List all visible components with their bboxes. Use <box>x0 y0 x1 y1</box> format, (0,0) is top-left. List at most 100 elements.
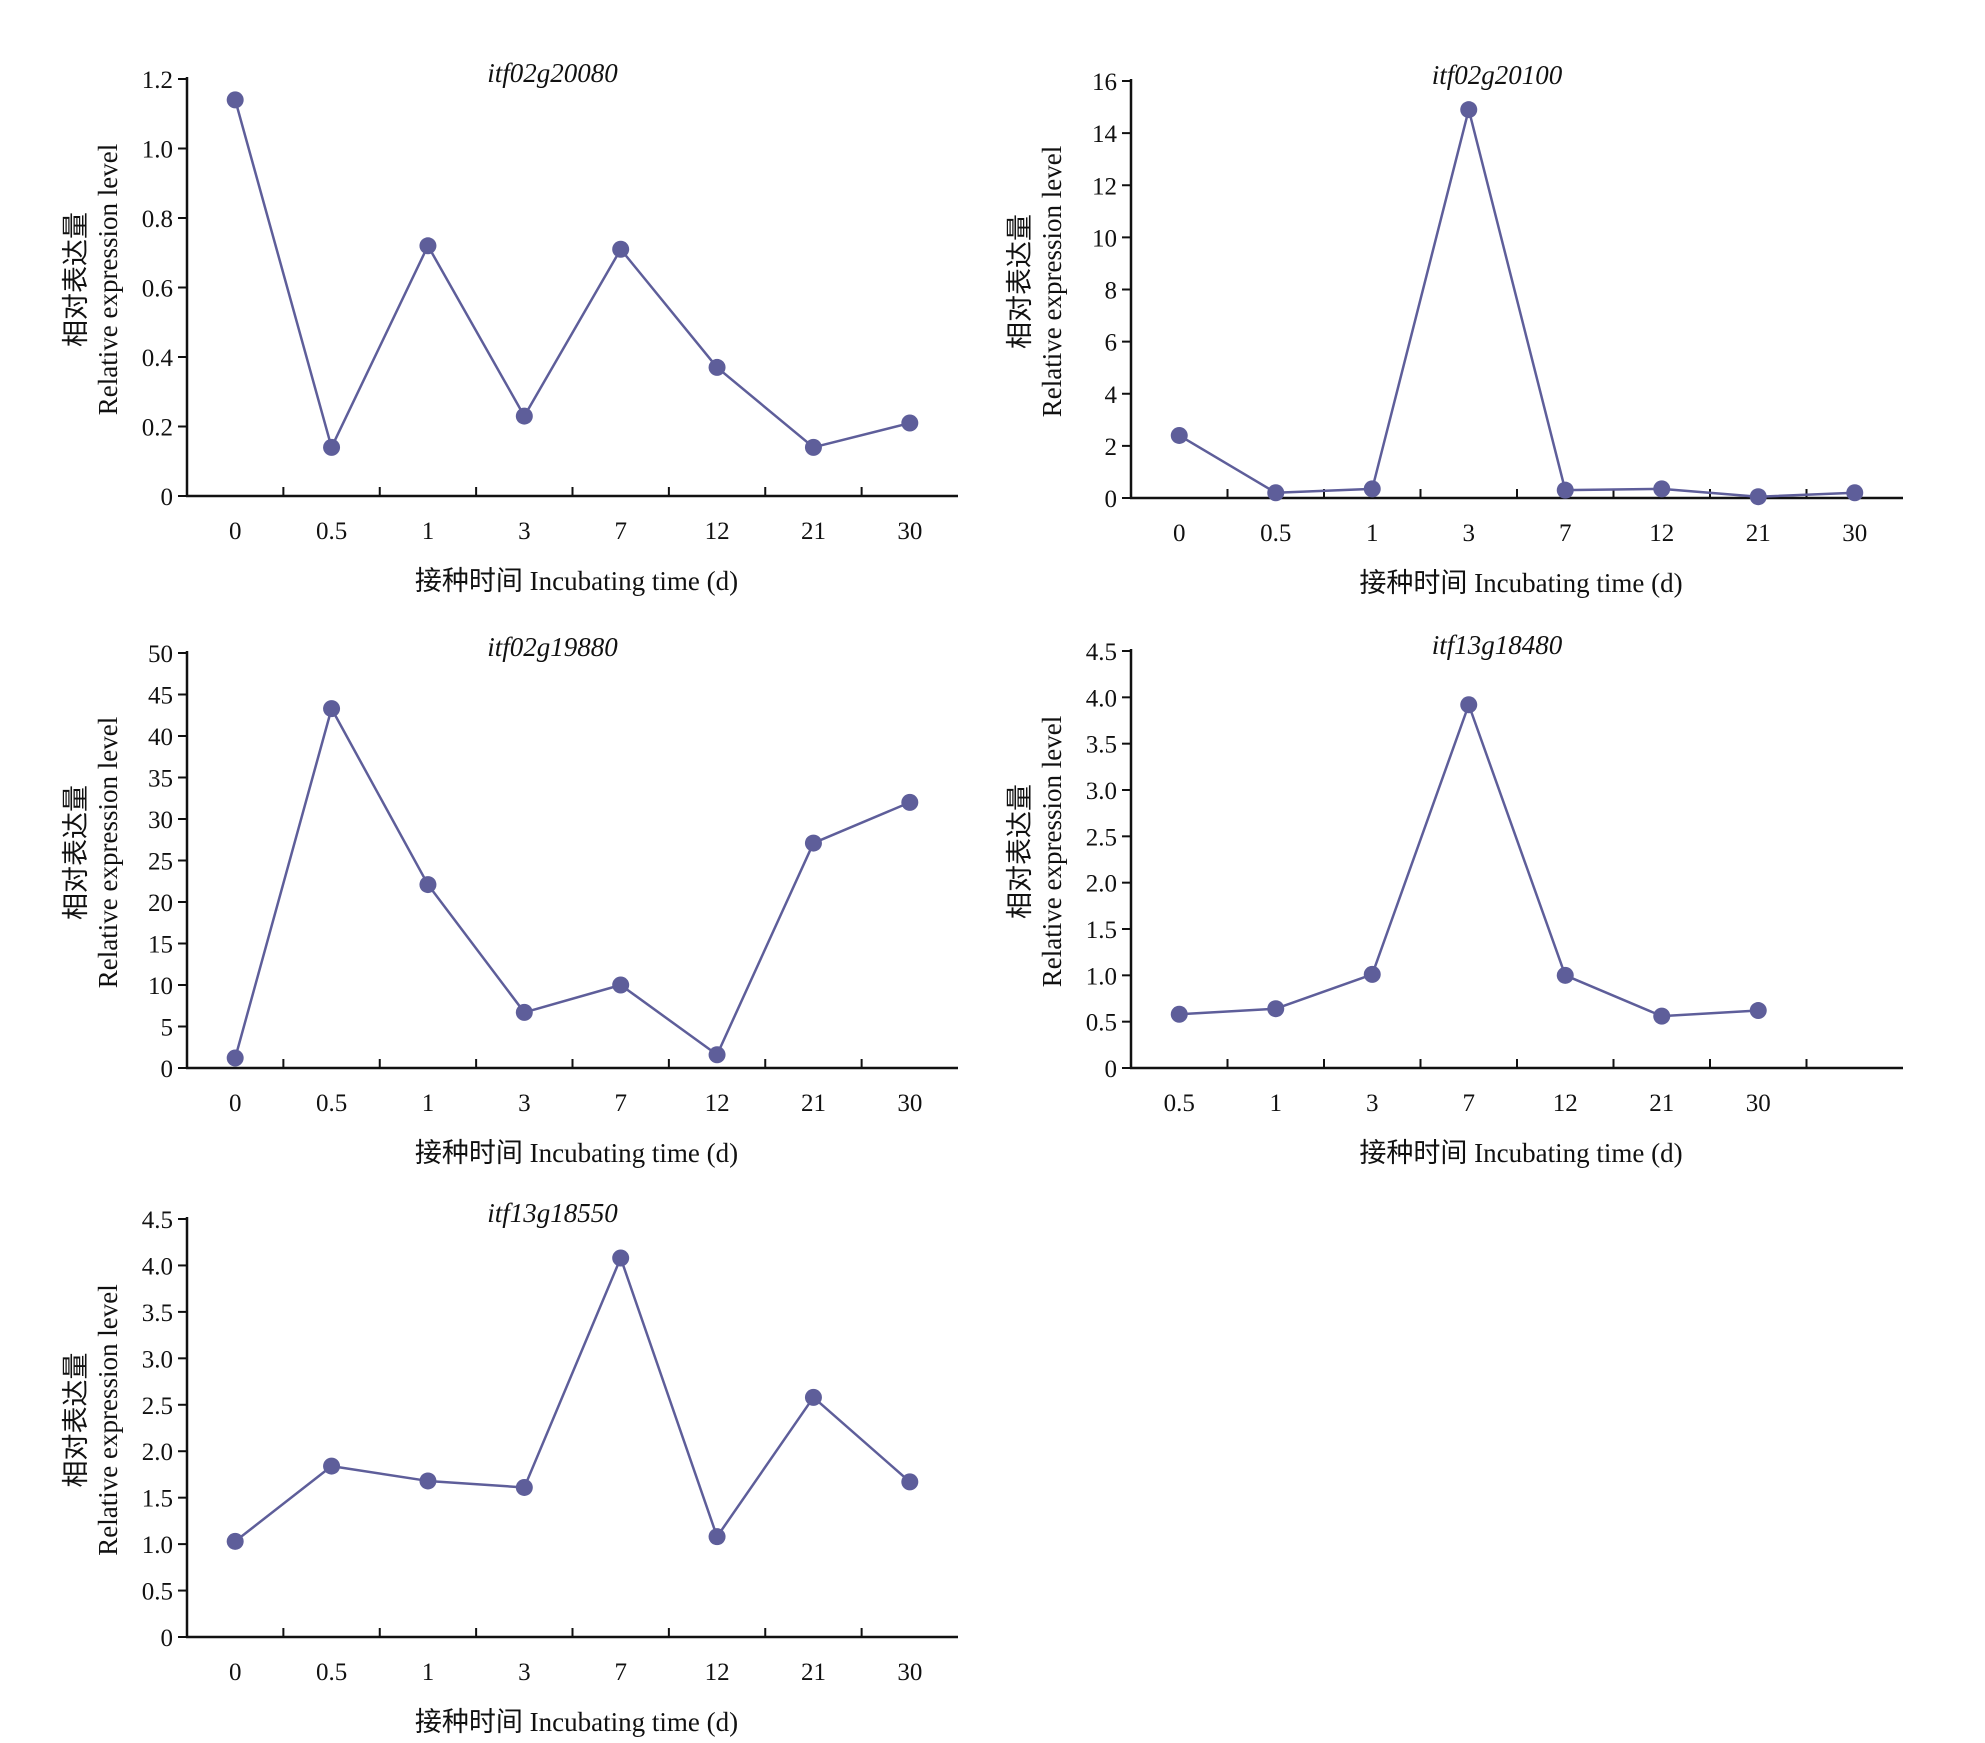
x-tick-label: 3 <box>1463 520 1476 547</box>
y-tick-label: 0.2 <box>142 415 173 442</box>
x-tick-label: 30 <box>897 518 922 545</box>
data-point <box>1653 480 1671 498</box>
x-tick-label: 0 <box>229 518 242 545</box>
x-axis-title: 接种时间 Incubating time (d) <box>415 1707 738 1737</box>
x-tick-label: 21 <box>801 518 826 545</box>
y-tick-label: 6 <box>1105 330 1118 357</box>
y-axis-title-zh: 相对表达量 <box>61 212 91 347</box>
chart-title: itf02g19880 <box>487 632 618 662</box>
x-tick-label: 21 <box>1649 1090 1674 1117</box>
y-tick-label: 0 <box>1105 1056 1118 1083</box>
y-axis-title-zh: 相对表达量 <box>1005 214 1035 349</box>
data-point <box>1267 1000 1285 1018</box>
y-tick-label: 1.5 <box>142 1486 173 1513</box>
x-tick-label: 30 <box>897 1659 922 1686</box>
y-tick-label: 2.0 <box>142 1439 173 1466</box>
chart-title: itf13g18480 <box>1432 630 1563 660</box>
data-point <box>1653 1007 1671 1025</box>
x-tick-label: 0.5 <box>1164 1090 1195 1117</box>
data-point <box>901 793 919 811</box>
y-tick-label: 20 <box>148 890 173 917</box>
x-tick-label: 1 <box>422 518 435 545</box>
x-axis-title: 接种时间 Incubating time (d) <box>415 566 738 596</box>
x-axis-title: 接种时间 Incubating time (d) <box>1359 1138 1682 1168</box>
y-axis-title-en: Relative expression level <box>93 1284 123 1555</box>
data-point <box>1749 488 1767 506</box>
chart-panel-3: 0 5 10 15 20 25 30 35 40 45 50 0 0.5 1 3 7 12 21 30 接种时间 In… <box>61 632 958 1168</box>
chart-panel-4: 0 0.5 1.0 1.5 2.0 2.5 3.0 3.5 4.0 4.5 0.5 1 3 7 12 21 30… <box>1005 630 1903 1168</box>
data-point <box>515 1003 533 1021</box>
y-axis-title-zh: 相对表达量 <box>61 1353 91 1488</box>
y-tick-label: 0.8 <box>142 206 173 233</box>
y-tick-label: 2.0 <box>1086 871 1117 898</box>
data-point <box>226 1049 244 1067</box>
data-point <box>226 1532 244 1550</box>
chart-title: itf02g20080 <box>487 58 618 88</box>
data-point <box>708 1528 726 1546</box>
y-axis-title-en: Relative expression level <box>93 144 123 415</box>
y-tick-label: 4.0 <box>142 1253 173 1280</box>
y-tick-label: 1.2 <box>142 67 173 94</box>
x-tick-label: 0 <box>229 1090 242 1117</box>
y-tick-label: 14 <box>1092 121 1118 148</box>
data-point <box>515 1478 533 1496</box>
x-tick-label: 0 <box>1173 520 1186 547</box>
y-tick-label: 2.5 <box>1086 824 1117 851</box>
y-tick-label: 15 <box>148 932 173 959</box>
y-axis-title-zh: 相对表达量 <box>61 785 91 920</box>
x-tick-label: 12 <box>705 1090 730 1117</box>
y-tick-label: 1.5 <box>1086 917 1117 944</box>
data-point <box>1170 426 1188 444</box>
x-tick-label: 1 <box>1270 1090 1283 1117</box>
x-tick-label: 0.5 <box>316 518 347 545</box>
x-axis-title: 接种时间 Incubating time (d) <box>415 1138 738 1168</box>
data-point <box>708 358 726 376</box>
y-tick-label: 45 <box>148 683 173 710</box>
y-tick-label: 0.5 <box>1086 1010 1117 1037</box>
y-tick-label: 30 <box>148 807 173 834</box>
x-tick-label: 1 <box>422 1659 435 1686</box>
data-point <box>1556 481 1574 499</box>
x-tick-label: 21 <box>1746 520 1771 547</box>
y-tick-label: 0.5 <box>142 1579 173 1606</box>
data-point <box>804 438 822 456</box>
x-tick-label: 7 <box>614 518 627 545</box>
y-tick-label: 35 <box>148 766 173 793</box>
x-tick-label: 21 <box>801 1090 826 1117</box>
data-point <box>515 407 533 425</box>
series-line <box>233 99 911 449</box>
data-point <box>612 1249 630 1267</box>
data-point <box>901 414 919 432</box>
y-tick-label: 8 <box>1105 278 1118 305</box>
series-line <box>234 1256 911 1543</box>
x-tick-label: 12 <box>705 1659 730 1686</box>
data-point <box>1556 966 1574 984</box>
y-tick-label: 2.5 <box>142 1393 173 1420</box>
series-line <box>233 707 911 1059</box>
data-point <box>1170 1005 1188 1023</box>
chart-title: itf13g18550 <box>487 1198 618 1228</box>
x-tick-label: 3 <box>518 1659 531 1686</box>
x-tick-label: 12 <box>1649 520 1674 547</box>
data-point <box>1460 696 1478 714</box>
data-point <box>804 1388 822 1406</box>
data-point <box>323 438 341 456</box>
y-tick-label: 0 <box>1105 486 1118 513</box>
data-point <box>1846 484 1864 502</box>
x-tick-label: 1 <box>1366 520 1379 547</box>
data-point <box>419 1472 437 1490</box>
x-tick-label: 7 <box>614 1659 627 1686</box>
y-tick-label: 40 <box>148 724 173 751</box>
data-point <box>1363 965 1381 983</box>
data-point <box>1267 484 1285 502</box>
y-tick-label: 1.0 <box>142 1532 173 1559</box>
x-tick-label: 30 <box>1746 1090 1771 1117</box>
data-point <box>1363 480 1381 498</box>
y-tick-label: 10 <box>148 973 173 1000</box>
data-point <box>323 1457 341 1475</box>
data-point <box>804 834 822 852</box>
x-tick-label: 0.5 <box>1260 520 1291 547</box>
data-point <box>1749 1002 1767 1020</box>
